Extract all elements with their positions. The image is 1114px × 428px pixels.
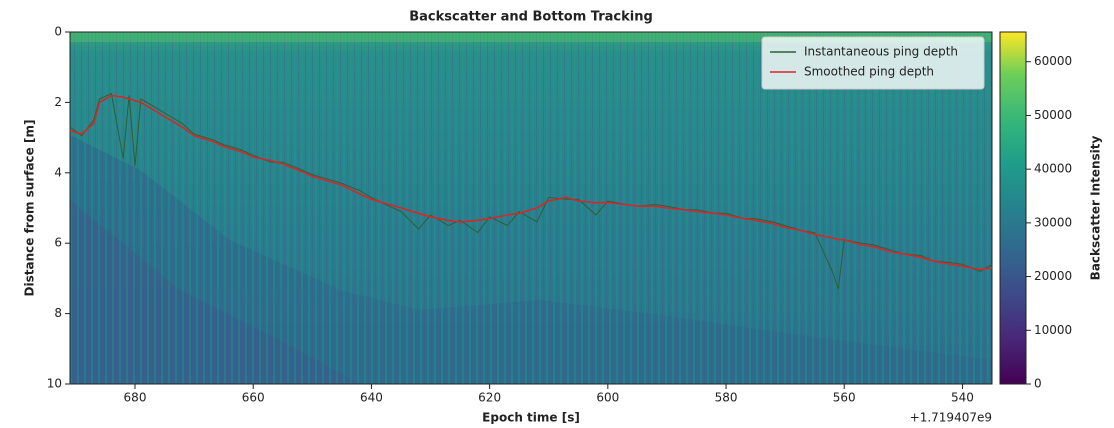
x-tick-label: 560: [833, 391, 856, 405]
colorbar-tick-label: 40000: [1034, 162, 1072, 176]
y-tick-label: 4: [54, 165, 62, 179]
x-tick-label: 600: [596, 391, 619, 405]
plot-frame: [69, 31, 993, 385]
y-tick-label: 10: [47, 377, 62, 391]
chart-title: Backscatter and Bottom Tracking: [409, 10, 653, 25]
colorbar-tick-label: 20000: [1034, 269, 1072, 283]
x-tick-label: 540: [951, 391, 974, 405]
y-tick-label: 6: [54, 236, 62, 250]
x-tick-label: 640: [360, 391, 383, 405]
colorbar-label: Backscatter Intensity: [1089, 136, 1103, 281]
x-tick-label: 680: [124, 391, 147, 405]
legend-label: Smoothed ping depth: [804, 65, 934, 79]
legend-label: Instantaneous ping depth: [804, 45, 958, 59]
series-line: [69, 92, 993, 290]
y-tick-label: 8: [54, 306, 62, 320]
colorbar-tick-label: 0: [1034, 377, 1042, 391]
x-axis-label: Epoch time [s]: [482, 411, 580, 425]
y-tick-label: 0: [54, 25, 62, 39]
y-tick-label: 2: [54, 95, 62, 109]
colorbar-tick-label: 10000: [1034, 323, 1072, 337]
series-line: [69, 94, 993, 271]
colorbar: [999, 31, 1027, 385]
colorbar-tick-label: 30000: [1034, 215, 1072, 229]
legend-box: [761, 36, 985, 90]
heatmap: [70, 32, 992, 384]
colorbar-tick-label: 60000: [1034, 54, 1072, 68]
x-tick-label: 580: [715, 391, 738, 405]
y-axis-label: Distance from surface [m]: [23, 120, 37, 297]
colorbar-tick-label: 50000: [1034, 108, 1072, 122]
x-tick-label: 660: [242, 391, 265, 405]
x-offset-label: +1.719407e9: [910, 411, 992, 425]
x-tick-label: 620: [478, 391, 501, 405]
